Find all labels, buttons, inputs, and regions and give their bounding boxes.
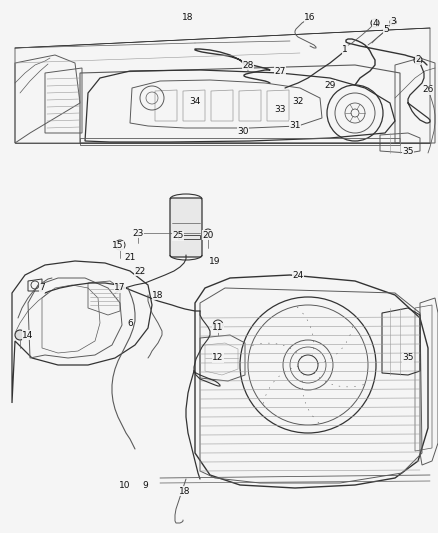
Text: 18: 18 bbox=[182, 13, 194, 22]
Text: 30: 30 bbox=[237, 126, 249, 135]
Text: 25: 25 bbox=[172, 231, 184, 240]
Text: 3: 3 bbox=[390, 18, 396, 27]
Text: 2: 2 bbox=[415, 55, 421, 64]
Text: 11: 11 bbox=[212, 324, 224, 333]
Text: 18: 18 bbox=[179, 487, 191, 496]
Text: 26: 26 bbox=[422, 85, 434, 94]
Text: 31: 31 bbox=[289, 120, 301, 130]
Text: 15: 15 bbox=[112, 241, 124, 251]
Text: 35: 35 bbox=[402, 147, 414, 156]
Text: 32: 32 bbox=[292, 96, 304, 106]
Text: 14: 14 bbox=[22, 330, 34, 340]
FancyBboxPatch shape bbox=[170, 198, 202, 257]
Text: 33: 33 bbox=[274, 106, 286, 115]
Text: 22: 22 bbox=[134, 266, 145, 276]
Text: 24: 24 bbox=[293, 271, 304, 279]
Text: 34: 34 bbox=[189, 96, 201, 106]
Text: 17: 17 bbox=[114, 284, 126, 293]
Text: 9: 9 bbox=[142, 481, 148, 489]
Text: 29: 29 bbox=[324, 80, 336, 90]
Text: 35: 35 bbox=[402, 353, 414, 362]
Circle shape bbox=[15, 330, 25, 340]
Text: 7: 7 bbox=[39, 284, 45, 293]
Text: 18: 18 bbox=[152, 290, 164, 300]
Text: 19: 19 bbox=[209, 256, 221, 265]
Text: 16: 16 bbox=[304, 13, 316, 22]
Text: 28: 28 bbox=[242, 61, 254, 69]
Text: 4: 4 bbox=[372, 19, 378, 28]
Text: 20: 20 bbox=[202, 230, 214, 239]
Text: 23: 23 bbox=[132, 229, 144, 238]
Text: 5: 5 bbox=[383, 26, 389, 35]
Text: 1: 1 bbox=[342, 45, 348, 54]
Text: 6: 6 bbox=[127, 319, 133, 327]
Text: 21: 21 bbox=[124, 254, 136, 262]
Text: 27: 27 bbox=[274, 67, 286, 76]
Text: 12: 12 bbox=[212, 353, 224, 362]
Text: 10: 10 bbox=[119, 481, 131, 489]
